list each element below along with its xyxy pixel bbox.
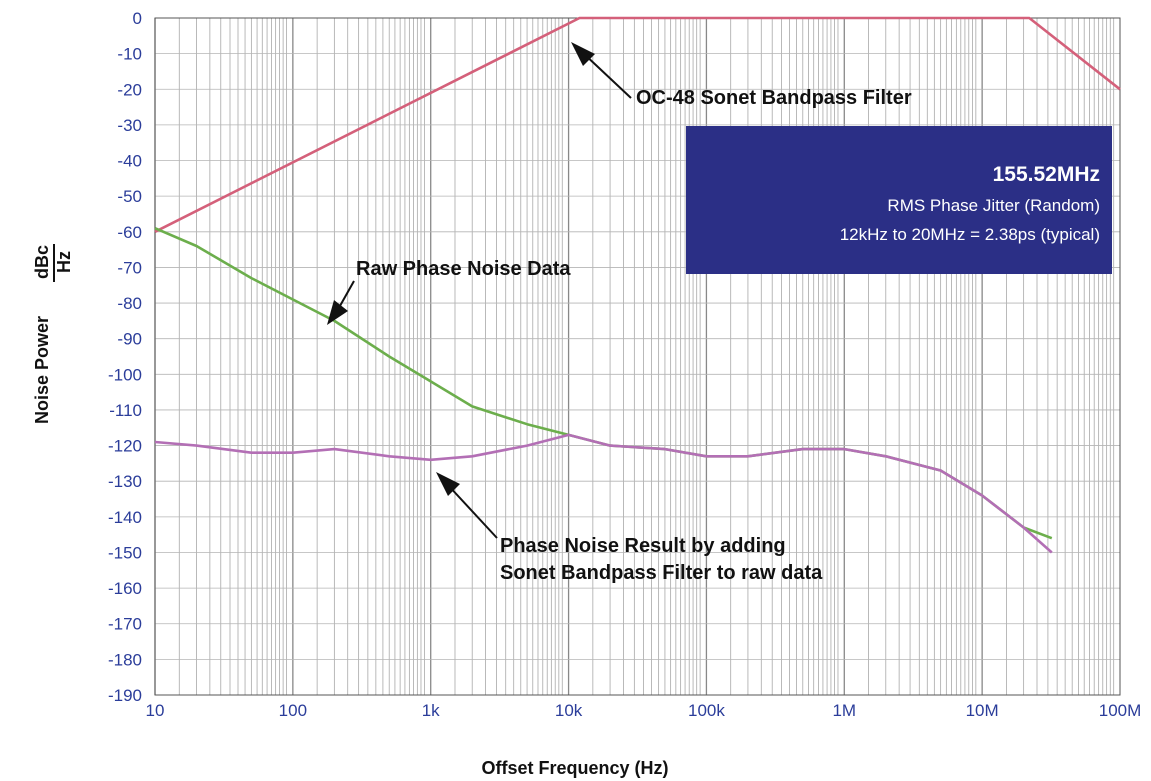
y-tick-label: -120 [108, 437, 142, 456]
annotation-result-label-2: Sonet Bandpass Filter to raw data [500, 562, 823, 584]
y-tick-label: -170 [108, 615, 142, 634]
y-tick-label: -80 [117, 294, 142, 313]
x-tick-label: 100 [279, 701, 307, 720]
y-axis-unit-num: dBc [32, 245, 52, 279]
annotation-result-label-1: Phase Noise Result by adding [500, 535, 786, 557]
y-tick-label: -100 [108, 365, 142, 384]
y-axis-title: Noise Power [32, 316, 52, 424]
info-box-title: 155.52MHz [993, 163, 1100, 186]
y-tick-label: -160 [108, 579, 142, 598]
y-tick-label: -70 [117, 258, 142, 277]
y-tick-label: -150 [108, 543, 142, 562]
x-axis-title: Offset Frequency (Hz) [481, 758, 668, 778]
y-tick-label: -40 [117, 152, 142, 171]
info-box: 155.52MHz RMS Phase Jitter (Random) 12kH… [686, 126, 1112, 274]
annotation-filter-label: OC-48 Sonet Bandpass Filter [636, 87, 912, 109]
x-ticks: 10 100 1k 10k 100k 1M 10M 100M [146, 701, 1142, 720]
y-tick-label: -50 [117, 187, 142, 206]
y-tick-label: -30 [117, 116, 142, 135]
info-box-line-1: RMS Phase Jitter (Random) [887, 196, 1100, 215]
y-tick-label: -130 [108, 472, 142, 491]
y-ticks: 0 -10 -20 -30 -40 -50 -60 -70 -80 -90 -100 -110 -120… [108, 9, 142, 705]
y-tick-label: -180 [108, 650, 142, 669]
y-axis-unit-den: Hz [54, 251, 74, 273]
y-tick-label: -20 [117, 80, 142, 99]
y-axis-unit-num-group: dBc [32, 245, 52, 279]
y-tick-label: -140 [108, 508, 142, 527]
annotation-raw-label: Raw Phase Noise Data [356, 258, 571, 280]
y-axis-unit-den-group: Hz [54, 251, 74, 273]
info-box-line-2: 12kHz to 20MHz = 2.38ps (typical) [840, 225, 1100, 244]
x-tick-label: 1k [422, 701, 440, 720]
y-tick-label: -10 [117, 45, 142, 64]
y-tick-label: -110 [109, 401, 142, 420]
y-axis-title-group: Noise Power [32, 316, 52, 424]
x-tick-label: 100M [1099, 701, 1142, 720]
x-tick-label: 100k [688, 701, 725, 720]
y-tick-label: -60 [117, 223, 142, 242]
y-tick-label: -190 [108, 686, 142, 705]
x-tick-label: 10M [966, 701, 999, 720]
y-tick-label: 0 [133, 9, 142, 28]
x-tick-label: 10 [146, 701, 165, 720]
x-tick-label: 1M [832, 701, 856, 720]
y-tick-label: -90 [117, 330, 142, 349]
plot-background [155, 18, 1120, 695]
x-tick-label: 10k [555, 701, 583, 720]
